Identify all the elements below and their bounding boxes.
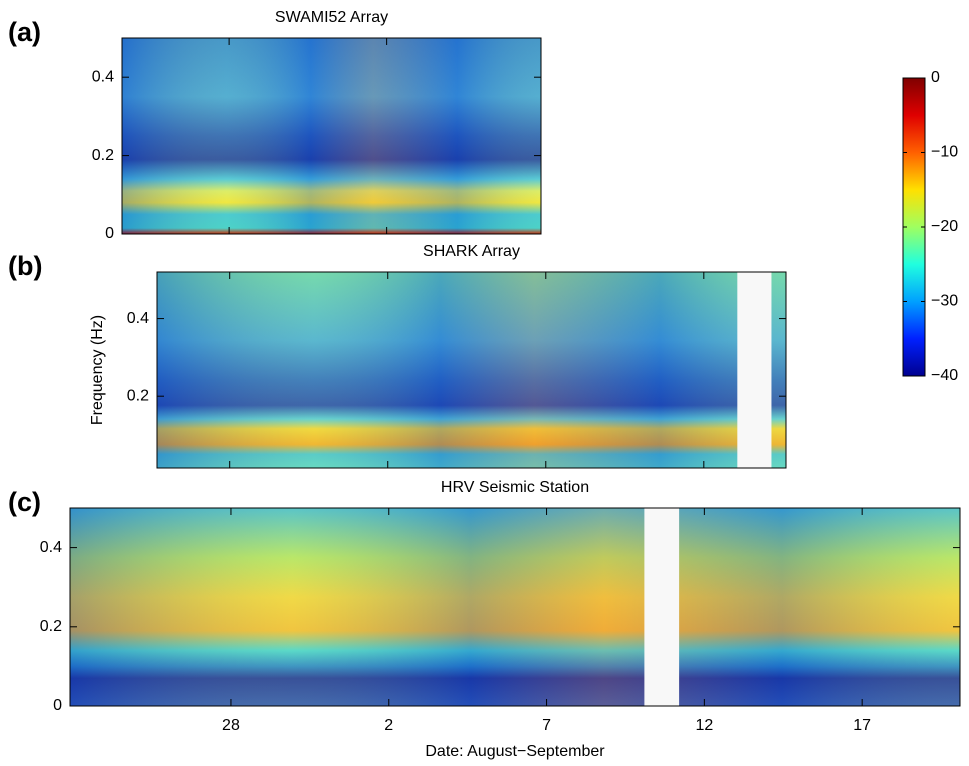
panel-label: (b)	[8, 251, 42, 281]
y-axis-label: Frequency (Hz)	[89, 315, 106, 425]
y-tick-label: 0	[105, 225, 114, 242]
y-tick-label: 0.2	[127, 387, 149, 404]
colorbar-tick-label: −40	[931, 367, 958, 384]
chart-title: SHARK Array	[423, 243, 520, 260]
x-axis-label: Date: August−September	[425, 743, 605, 760]
plot-frame	[69, 507, 961, 707]
x-tick-label: 12	[695, 717, 713, 734]
colorbar-tick-label: −30	[931, 293, 958, 310]
colorbar-tick-label: −20	[931, 218, 958, 235]
plot-frame	[156, 271, 787, 469]
y-tick-label: 0.2	[92, 147, 114, 164]
spectrogram-texture	[157, 272, 786, 468]
data-gap	[737, 272, 772, 468]
chart-title: SWAMI52 Array	[275, 9, 388, 26]
x-tick-label: 17	[853, 717, 871, 734]
y-tick-label: 0.4	[40, 539, 62, 556]
spectrogram-texture	[70, 508, 960, 706]
colorbar-tick-label: −10	[931, 144, 958, 161]
y-tick-label: 0.4	[92, 68, 114, 85]
panel-label: (c)	[8, 487, 41, 517]
x-tick-label: 7	[542, 717, 551, 734]
y-tick-label: 0.4	[127, 310, 149, 327]
chart-title: HRV Seismic Station	[441, 479, 589, 496]
x-tick-label: 2	[384, 717, 393, 734]
y-tick-label: 0	[53, 697, 62, 714]
colorbar-tick-label: 0	[931, 69, 940, 86]
plot-frame	[121, 37, 542, 235]
data-gap	[644, 508, 680, 706]
spectrogram-texture	[122, 38, 541, 234]
x-tick-label: 28	[222, 717, 240, 734]
y-tick-label: 0.2	[40, 618, 62, 635]
panel-label: (a)	[8, 17, 41, 47]
